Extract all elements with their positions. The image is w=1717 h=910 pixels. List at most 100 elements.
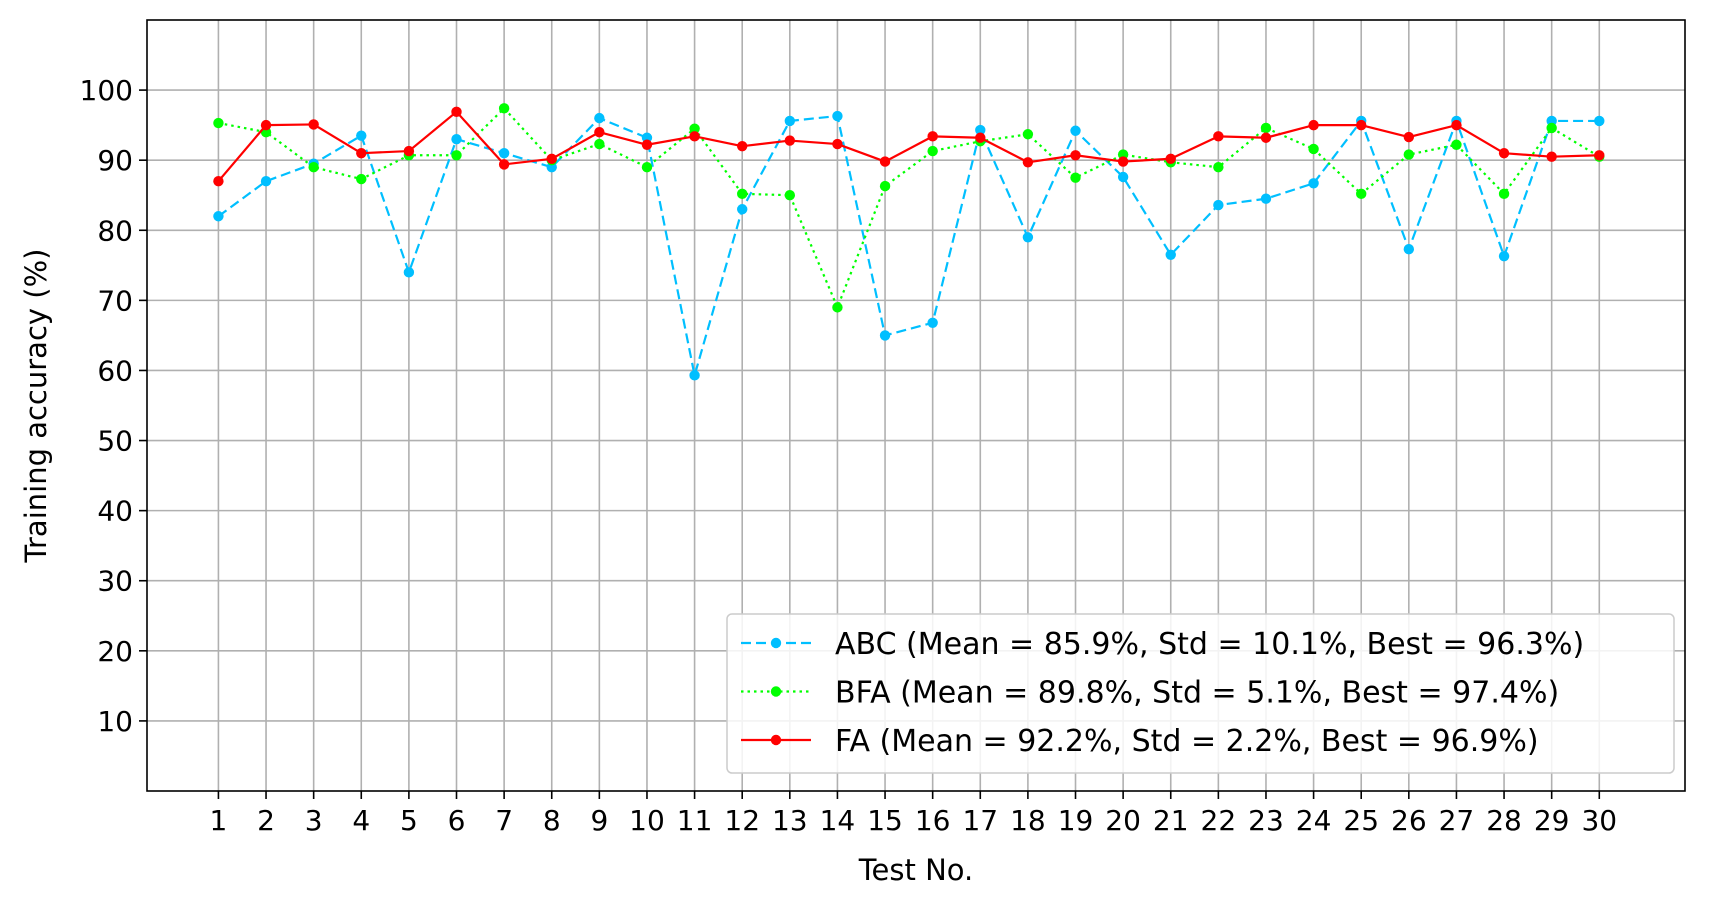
data-point [927,131,938,142]
x-tick-label: 24 [1296,804,1332,837]
data-point [498,103,510,114]
y-tick-label: 20 [97,635,133,668]
x-tick-label: 25 [1343,804,1379,837]
x-tick-label: 18 [1010,804,1046,837]
x-tick-label: 11 [677,804,713,837]
plot-frame [146,19,1686,792]
data-point [1022,232,1034,243]
data-point [689,123,700,134]
data-point [1546,151,1557,162]
data-point [1070,125,1081,136]
legend-label: BFA (Mean = 89.8%, Std = 5.1%, Best = 97… [835,676,1559,711]
y-tick-label: 50 [97,425,133,458]
x-tick-label: 17 [962,804,998,837]
data-point [689,131,700,142]
data-point [308,119,319,130]
data-point [1117,156,1129,167]
data-point [1070,172,1081,183]
data-point [213,211,224,222]
data-point [403,145,415,157]
data-point [784,115,796,127]
legend-entry: ABC (Mean = 85.9%, Std = 10.1%, Best = 9… [741,627,1584,662]
data-point [1498,188,1510,200]
x-tick-label: 22 [1201,804,1237,837]
legend-entry: FA (Mean = 92.2%, Std = 2.2%, Best = 96.… [741,724,1539,759]
legend-label: FA (Mean = 92.2%, Std = 2.2%, Best = 96.… [835,724,1539,759]
data-point [451,133,462,145]
data-point [1403,243,1415,255]
data-point [975,132,986,143]
y-tick-label: 30 [97,565,133,598]
data-point [737,140,748,152]
x-tick-label: 9 [590,804,608,837]
data-point [641,139,653,150]
x-tick-label: 7 [495,804,513,837]
data-point [1260,132,1272,143]
x-tick-label: 15 [867,804,903,837]
legend: ABC (Mean = 85.9%, Std = 10.1%, Best = 9… [726,613,1675,774]
y-axis-title: Training accuracy (%) [19,249,53,564]
data-point [1403,131,1415,143]
x-tick-label: 3 [305,804,323,837]
data-point [927,145,938,157]
data-point [1451,139,1462,150]
y-tick-label: 100 [80,74,133,107]
x-tick-label: 16 [915,804,951,837]
data-point [1308,119,1319,131]
data-point [1546,122,1557,134]
data-point [356,147,367,159]
data-point [832,110,843,122]
y-tick-label: 70 [97,284,133,317]
x-tick-label: 5 [400,804,418,837]
data-point [1165,153,1176,164]
y-tick-label: 60 [97,354,133,387]
data-point [1308,178,1319,189]
x-tick-label: 10 [629,804,665,837]
data-point [498,147,510,159]
data-point [832,302,843,313]
data-point [1260,193,1272,204]
data-point [1356,119,1367,131]
legend-label: ABC (Mean = 85.9%, Std = 10.1%, Best = 9… [835,627,1584,662]
legend-box [726,613,1675,774]
data-point [1498,251,1510,262]
x-tick-label: 8 [543,804,561,837]
data-point [737,188,748,200]
data-point [451,150,462,161]
data-point [784,135,796,146]
data-point [1213,131,1224,142]
x-tick-label: 12 [724,804,760,837]
x-tick-label: 26 [1391,804,1427,837]
x-tick-label: 6 [448,804,466,837]
x-tick-label: 13 [772,804,808,837]
y-tick-label: 80 [97,214,133,247]
data-point [260,119,272,131]
data-point [1260,122,1272,134]
data-point [1308,143,1319,155]
data-point [594,138,605,150]
data-point [308,161,319,173]
legend-marker-swatch [770,686,782,697]
x-tick-label: 29 [1534,804,1570,837]
data-point [594,112,605,124]
data-point [1498,147,1510,159]
x-tick-label: 30 [1581,804,1617,837]
series-line [217,114,1600,377]
series-layer [213,103,1605,381]
data-point [260,176,272,187]
data-point [1117,171,1129,183]
data-point [356,173,367,185]
tick-layer: 1 2 3 4 5 6 7 8 9 10 11 12 13 14 15 16 17 18 19 20 21 22 23 24 2… [80,74,1618,837]
data-point [1022,129,1034,140]
y-tick-label: 10 [97,705,133,738]
x-axis-title: Test No. [858,853,973,887]
data-point [1594,150,1605,161]
data-point [1451,119,1462,131]
y-tick-label: 90 [97,144,133,177]
x-tick-label: 2 [257,804,275,837]
x-tick-label: 27 [1439,804,1475,837]
series-line [217,110,1600,182]
legend-marker-swatch [770,734,782,746]
